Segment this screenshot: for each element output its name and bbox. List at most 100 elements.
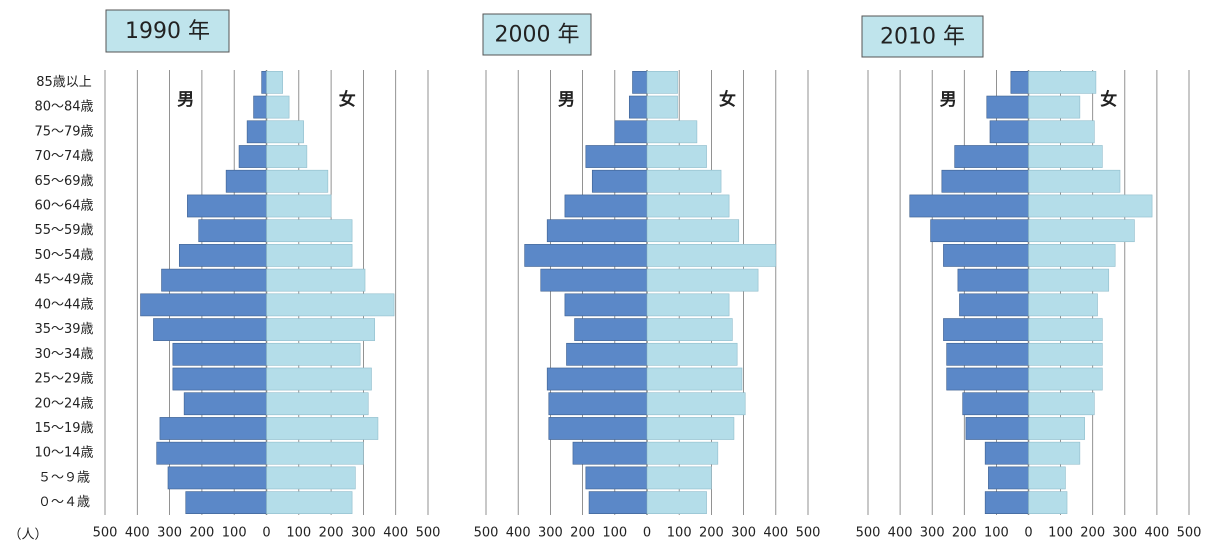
female-bar (1028, 169, 1121, 193)
female-bar (266, 244, 353, 267)
male-bar (159, 417, 267, 440)
female-bar (1028, 145, 1103, 168)
female-bar (1028, 491, 1068, 515)
male-bar (253, 95, 267, 119)
legend-label: 男 (940, 90, 957, 110)
x-tick-label: 200 (319, 526, 344, 541)
category-label: 60～64歳 (34, 198, 93, 213)
male-bar (540, 268, 648, 292)
male-bar (198, 219, 267, 243)
female-bar (646, 342, 738, 366)
x-tick-label: 500 (796, 526, 821, 541)
male-bar (167, 466, 267, 490)
x-tick-label: 300 (920, 526, 945, 541)
male-bar (984, 491, 1029, 515)
x-tick-label: 300 (157, 526, 182, 541)
x-tick-label: 500 (474, 526, 499, 541)
female-bar (646, 268, 759, 292)
male-bar (909, 194, 1029, 218)
male-bar (588, 491, 648, 515)
female-bar (1028, 318, 1103, 341)
female-bar (266, 293, 395, 317)
female-bar (646, 194, 730, 218)
female-bar (266, 342, 361, 366)
female-bar (266, 145, 308, 168)
male-bar (185, 491, 267, 515)
female-bar (1028, 95, 1081, 119)
male-bar (941, 169, 1029, 193)
female-bar (1028, 293, 1098, 317)
male-bar (548, 392, 648, 416)
chart-title: 1990 年 (125, 19, 210, 44)
male-bar (548, 417, 648, 440)
female-bar (1028, 71, 1097, 94)
x-tick-label: 200 (952, 526, 977, 541)
x-tick-label: 500 (93, 526, 118, 541)
female-bar (266, 417, 379, 440)
male-bar (546, 219, 648, 243)
x-tick-label: 100 (984, 526, 1009, 541)
legend-label: 女 (339, 89, 356, 110)
male-bar (546, 367, 648, 391)
x-tick-label: 200 (1080, 526, 1105, 541)
female-bar (1028, 466, 1066, 490)
female-bar (646, 392, 746, 416)
x-tick-label: 100 (222, 526, 247, 541)
female-bar (646, 466, 712, 490)
legend-label: 女 (1100, 89, 1117, 110)
category-label: 80～84歳 (34, 100, 93, 115)
x-tick-label: 400 (125, 526, 150, 541)
title-box (861, 15, 984, 58)
x-tick-label: 100 (602, 526, 627, 541)
chart-title: 2010 年 (880, 25, 965, 50)
male-bar (585, 466, 648, 490)
male-bar (564, 293, 648, 317)
category-label: 20～24歳 (34, 396, 93, 411)
male-bar (187, 194, 267, 218)
male-bar (959, 293, 1029, 317)
x-tick-label: 0 (643, 526, 651, 541)
male-bar (954, 145, 1029, 168)
title-box (105, 9, 230, 53)
category-label: 30～34歳 (34, 347, 93, 362)
female-bar (266, 95, 290, 119)
female-bar (1028, 120, 1095, 144)
category-label: 25～29歳 (34, 372, 93, 387)
x-tick-label: 300 (731, 526, 756, 541)
male-bar (957, 268, 1029, 292)
male-bar (632, 71, 648, 94)
male-bar (140, 293, 267, 317)
chart-title: 2000 年 (495, 23, 580, 48)
male-bar (153, 318, 267, 341)
category-label: 45～49歳 (34, 273, 93, 288)
female-bar (646, 293, 730, 317)
male-bar (946, 342, 1029, 366)
male-bar (161, 268, 267, 292)
female-bar (646, 417, 735, 440)
female-bar (1028, 244, 1116, 267)
female-bar (1028, 342, 1103, 366)
female-bar (1028, 367, 1103, 391)
x-tick-label: 100 (1048, 526, 1073, 541)
female-bar (266, 318, 376, 341)
x-tick-label: 400 (888, 526, 913, 541)
male-bar (261, 71, 267, 94)
x-tick-label: 500 (856, 526, 881, 541)
male-bar (946, 367, 1029, 391)
female-bar (266, 268, 366, 292)
category-label: 40～44歳 (34, 297, 93, 312)
male-bar (574, 318, 648, 341)
category-label: 65～69歳 (34, 174, 93, 189)
male-bar (965, 417, 1029, 440)
female-bar (646, 244, 777, 267)
male-bar (246, 120, 267, 144)
x-tick-label: 100 (286, 526, 311, 541)
x-tick-label: 300 (1112, 526, 1137, 541)
legend-label: 男 (558, 90, 575, 110)
male-bar (238, 145, 267, 168)
female-bar (646, 95, 678, 119)
male-bar (943, 318, 1029, 341)
category-label: 85歳以上 (36, 75, 92, 90)
male-bar (591, 169, 648, 193)
